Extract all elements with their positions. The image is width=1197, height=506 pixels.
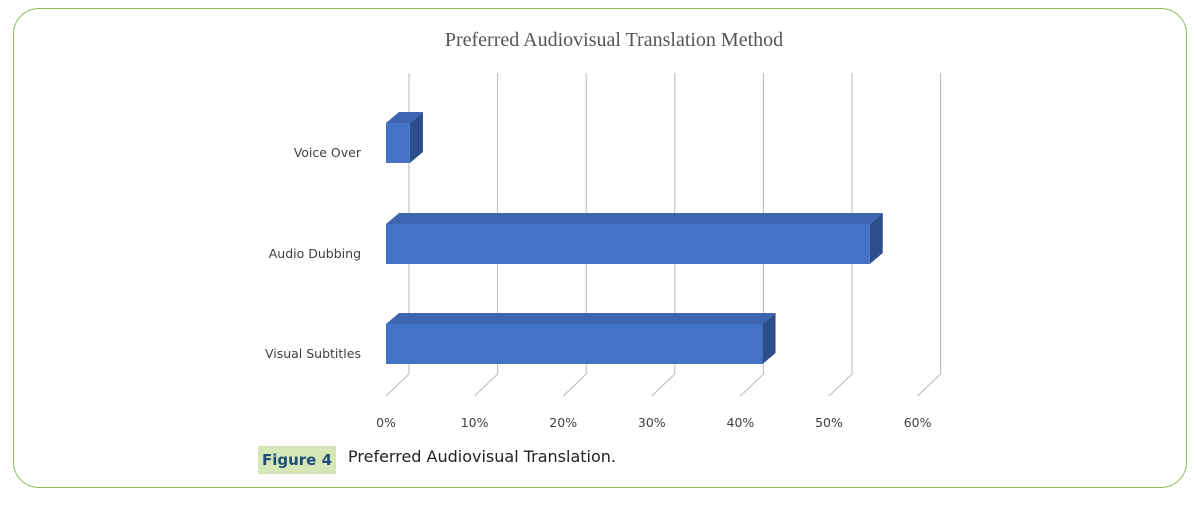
category-label: Audio Dubbing: [269, 246, 361, 261]
bar-chart: Preferred Audiovisual Translation Method…: [265, 29, 942, 430]
bar-side-face: [869, 213, 883, 264]
x-tick-label: 50%: [815, 415, 843, 430]
x-tick-label: 0%: [376, 415, 396, 430]
bar-top-face: [386, 112, 423, 123]
grid-floor-line: [828, 373, 853, 397]
bar-side-face: [409, 112, 423, 163]
grid-floor-line: [385, 373, 410, 397]
grid-floor-line: [474, 373, 498, 397]
x-tick-label: 40%: [727, 415, 755, 430]
bar: [386, 224, 870, 264]
x-tick-label: 20%: [549, 415, 577, 430]
figure-caption: Preferred Audiovisual Translation.: [348, 447, 616, 466]
grid-floor-line: [740, 373, 764, 397]
bar-side-face: [762, 313, 776, 364]
bar: [386, 324, 763, 364]
figure-label: Figure 4: [258, 446, 336, 474]
bar-top-face: [386, 313, 776, 324]
bar: [386, 123, 410, 163]
x-tick-label: 10%: [461, 415, 489, 430]
grid-floor-line: [562, 373, 587, 397]
category-label: Voice Over: [294, 145, 362, 160]
grid-floor-line: [917, 373, 941, 397]
category-label: Visual Subtitles: [265, 346, 361, 361]
x-tick-label: 60%: [904, 415, 932, 430]
chart-title: Preferred Audiovisual Translation Method: [445, 29, 783, 51]
bar-top-face: [386, 213, 883, 224]
x-tick-label: 30%: [638, 415, 666, 430]
grid-floor-line: [651, 373, 676, 397]
